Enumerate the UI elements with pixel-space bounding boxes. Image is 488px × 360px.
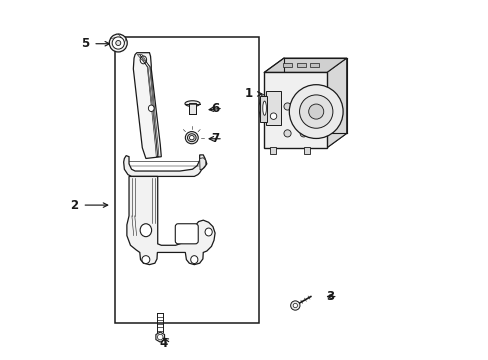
Text: 2: 2 bbox=[70, 199, 79, 212]
FancyBboxPatch shape bbox=[175, 224, 198, 244]
Bar bbox=[265, 91, 281, 125]
Polygon shape bbox=[326, 58, 346, 148]
Circle shape bbox=[284, 130, 290, 137]
Polygon shape bbox=[156, 332, 164, 342]
Bar bbox=[310, 63, 319, 67]
Circle shape bbox=[289, 85, 343, 139]
Polygon shape bbox=[264, 58, 346, 72]
Circle shape bbox=[290, 301, 299, 310]
Ellipse shape bbox=[185, 132, 198, 144]
Text: 7: 7 bbox=[211, 132, 219, 145]
Ellipse shape bbox=[259, 95, 266, 122]
Text: 6: 6 bbox=[210, 102, 219, 115]
Bar bbox=[283, 63, 291, 67]
Bar bbox=[296, 63, 305, 67]
Bar bbox=[304, 147, 309, 154]
Ellipse shape bbox=[189, 135, 194, 140]
Polygon shape bbox=[133, 53, 161, 158]
Circle shape bbox=[300, 103, 306, 110]
Circle shape bbox=[308, 104, 323, 119]
Circle shape bbox=[109, 34, 127, 52]
Polygon shape bbox=[123, 155, 206, 176]
Text: 3: 3 bbox=[325, 290, 333, 303]
Polygon shape bbox=[264, 134, 346, 148]
Ellipse shape bbox=[262, 101, 266, 115]
Circle shape bbox=[270, 113, 276, 120]
Polygon shape bbox=[264, 72, 326, 148]
Ellipse shape bbox=[148, 105, 154, 112]
Text: 1: 1 bbox=[244, 87, 253, 100]
Circle shape bbox=[300, 130, 306, 137]
Ellipse shape bbox=[204, 228, 212, 236]
Circle shape bbox=[157, 334, 163, 340]
Polygon shape bbox=[199, 158, 205, 170]
Circle shape bbox=[112, 37, 124, 49]
Ellipse shape bbox=[184, 101, 200, 107]
Text: 5: 5 bbox=[81, 37, 89, 50]
Text: 4: 4 bbox=[159, 337, 167, 350]
Ellipse shape bbox=[140, 56, 146, 64]
Bar bbox=[259, 95, 266, 122]
Ellipse shape bbox=[187, 134, 196, 141]
Bar bbox=[115, 37, 258, 323]
Circle shape bbox=[284, 103, 290, 110]
Bar bbox=[270, 147, 276, 154]
Ellipse shape bbox=[142, 256, 149, 264]
Ellipse shape bbox=[190, 256, 198, 264]
Polygon shape bbox=[126, 176, 215, 265]
Circle shape bbox=[293, 303, 297, 308]
Bar bbox=[188, 103, 196, 114]
Circle shape bbox=[116, 41, 121, 45]
Ellipse shape bbox=[140, 224, 151, 237]
Circle shape bbox=[299, 95, 332, 128]
